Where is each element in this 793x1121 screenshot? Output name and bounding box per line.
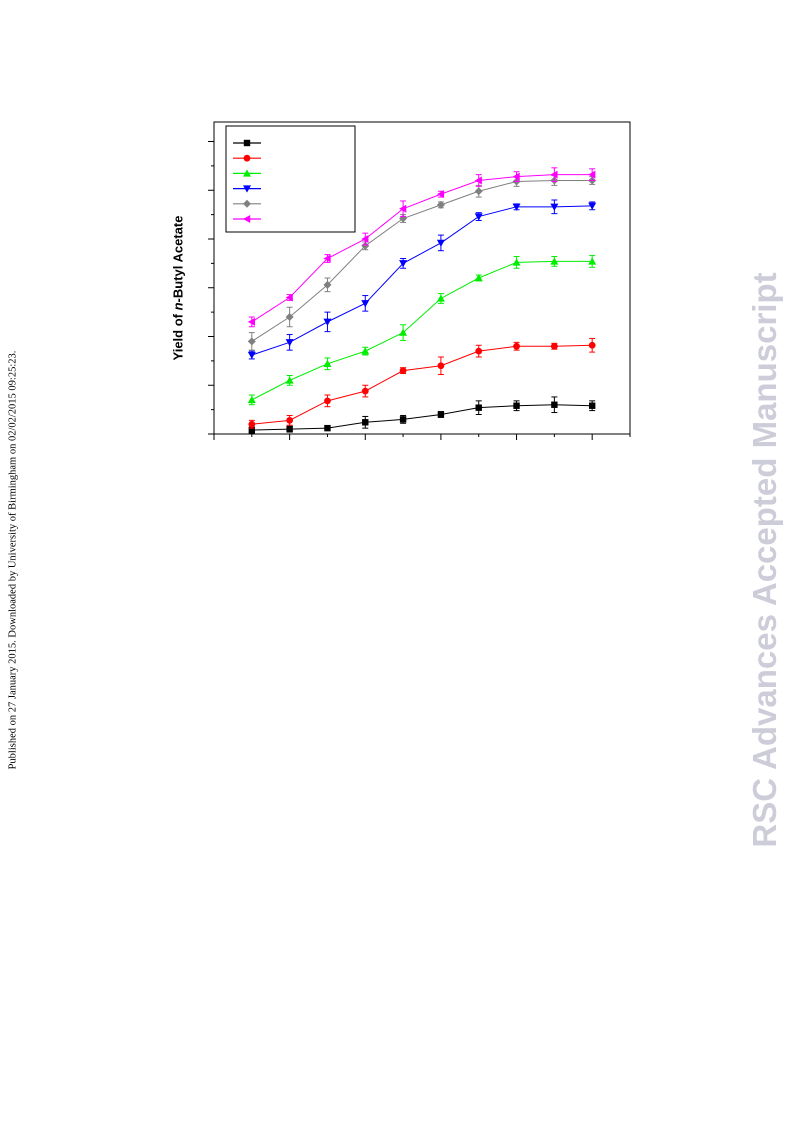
series-1-point [588,402,596,409]
series-5-line [251,180,593,342]
series-6-point [285,293,293,302]
series-1-point [286,425,293,433]
series-2-point [361,387,369,395]
series-6-point [550,170,558,179]
series-2-point [286,416,294,424]
series-2-point [399,367,407,375]
series-3-point [323,359,332,367]
legend-series-6-marker [243,215,251,223]
series-4-point [323,318,332,326]
series-4-point [399,260,408,268]
series-3-point [588,257,597,265]
legend-series-5-marker [243,199,251,208]
series-1-line [251,404,593,431]
series-6-point [399,204,407,213]
legend-series-1-marker [243,139,251,147]
series-1-point [324,424,331,432]
legend-series-4-marker [243,185,251,193]
series-6-point [361,235,369,243]
series-4-point [550,203,559,211]
series-2-point [588,341,596,349]
series-2-point [475,347,483,355]
series-5-point [323,280,332,289]
series-2-point [324,397,331,405]
series-1-point [475,404,482,411]
series-6-point [588,170,596,179]
y-axis-label: Yield of n-Butyl Acetate [170,215,186,361]
series-2-point [437,362,445,370]
series-2-line [251,344,593,425]
series-1-point [437,411,445,418]
series-2-point [248,420,256,428]
series-1-point [513,402,520,409]
series-6-point [323,254,331,263]
series-5-point [474,187,483,196]
series-3-point [474,274,483,282]
series-6-point [247,317,256,326]
series-5-point [285,313,294,321]
series-3-point [399,328,408,336]
series-6-line [251,174,593,323]
series-3-line [251,260,593,401]
series-4-point [247,351,256,360]
series-4-point [474,213,483,221]
series-3-point [436,294,445,302]
series-1-point [551,401,558,408]
series-4-point [436,239,445,247]
series-3-point [247,395,256,404]
series-5-point [361,241,370,250]
series-6-point [436,190,445,199]
series-4-line [251,205,593,356]
series-1-point [362,419,369,426]
series-1-point [399,416,407,423]
series-3-point [512,258,521,266]
series-3-point [285,376,294,384]
series-1-point [248,426,256,434]
series-3-point [361,347,370,355]
series-2-point [513,342,520,350]
series-6-point [474,176,482,185]
plot-frame [213,121,631,435]
series-5-point [247,337,256,346]
series-3-point [550,257,559,265]
series-4-point [512,203,521,211]
series-4-point [285,339,294,347]
legend-series-2-marker [243,154,251,162]
series-5-point [436,200,445,209]
series-2-point [550,342,558,350]
series-6-point [512,172,520,181]
legend-series-3-marker [243,169,251,177]
series-4-point [361,300,370,308]
series-4-point [588,202,597,210]
